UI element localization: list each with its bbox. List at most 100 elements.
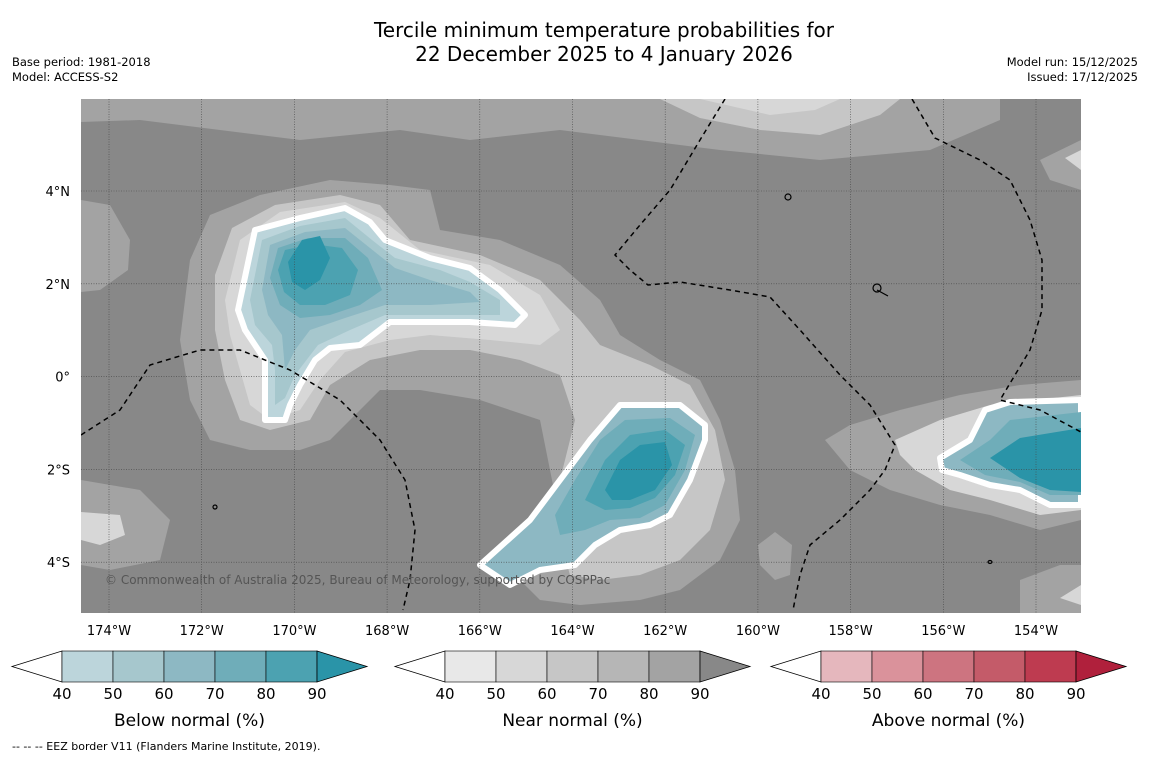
colorbar-segment: [444, 650, 497, 683]
lat-tick-label: 2°N: [46, 278, 71, 293]
island-5: [987, 559, 993, 565]
colorbar-tick-label: 50: [103, 685, 122, 703]
eez-border-north: [613, 99, 896, 611]
colorbar-segment: [546, 650, 599, 683]
near-normal-top-light: [700, 99, 840, 115]
lon-tick-label: 160°W: [736, 624, 780, 639]
lon-tick-label: 164°W: [550, 624, 594, 639]
colorbar-segment: [214, 650, 267, 683]
colorbar-3: 40 50 60 70 80 90 Above normal (%): [769, 650, 1128, 731]
colorbars: 40 50 60 70 80 90 Below normal (%) 40 50 60 70 80 90…: [10, 650, 1128, 731]
lon-tick-label: 166°W: [458, 624, 502, 639]
island-1: [784, 193, 792, 201]
lon-tick-label: 158°W: [829, 624, 873, 639]
colorbar-tick-label: 50: [486, 685, 505, 703]
below-normal-west-90: [288, 236, 330, 290]
eez-border-east: [911, 99, 1081, 433]
near-normal-left: [81, 200, 130, 292]
copyright-credit: © Commonwealth of Australia 2025, Bureau…: [105, 573, 610, 587]
colorbar-high-extension: [1075, 650, 1128, 683]
issued-date: Issued: 17/12/2025: [1027, 70, 1138, 84]
lon-tick-label: 174°W: [87, 624, 131, 639]
colorbar-segment: [973, 650, 1026, 683]
island-4: [212, 504, 218, 510]
colorbar-low-extension: [769, 650, 822, 683]
lon-tick-label: 156°W: [921, 624, 965, 639]
graticule: [81, 99, 1081, 613]
colorbar-tick-label: 60: [154, 685, 173, 703]
title-line-2: 22 December 2025 to 4 January 2026: [415, 42, 793, 66]
map-panel: © Commonwealth of Australia 2025, Bureau…: [81, 99, 1081, 613]
latitude-labels: 4°N 2°N 0° 2°S 4°S: [46, 185, 71, 571]
colorbar-1: 40 50 60 70 80 90 Below normal (%): [10, 650, 369, 731]
colorbar-tick-label: 90: [690, 685, 709, 703]
colorbar-segment: [495, 650, 548, 683]
near-normal-right-top-light: [1065, 150, 1081, 170]
base-period: Base period: 1981-2018: [12, 55, 151, 69]
near-normal-left-bottom: [81, 480, 170, 570]
longitude-labels: 174°W 172°W 170°W 168°W 166°W 164°W 162°W 160°W…: [87, 624, 1058, 639]
island-2: [872, 283, 882, 293]
colorbar-segment: [648, 650, 701, 683]
near-normal-se-corner-light: [1060, 585, 1081, 605]
lon-tick-label: 172°W: [180, 624, 224, 639]
colorbar-tick-label: 50: [862, 685, 881, 703]
colorbar-title: Near normal (%): [502, 711, 642, 731]
colorbar-tick-label: 80: [639, 685, 658, 703]
colorbar-segment: [61, 650, 114, 683]
colorbar-tick-label: 90: [307, 685, 326, 703]
colorbar-title: Below normal (%): [114, 711, 265, 731]
colorbar-tick-label: 40: [811, 685, 830, 703]
meta-left: Base period: 1981-2018 Model: ACCESS-S2: [12, 55, 151, 85]
near-normal-left-bottom-light: [81, 512, 125, 545]
lat-tick-label: 2°S: [47, 463, 70, 478]
colorbar-segment: [871, 650, 924, 683]
lon-tick-label: 162°W: [643, 624, 687, 639]
eez-footer-note: -- -- -- EEZ border V11 (Flanders Marine…: [12, 740, 321, 753]
colorbar-title: Above normal (%): [872, 711, 1025, 731]
islands: [212, 193, 993, 565]
title-line-1: Tercile minimum temperature probabilitie…: [373, 18, 835, 42]
near-normal-south-patch: [758, 532, 792, 580]
colorbar-tick-label: 80: [1015, 685, 1034, 703]
near-normal-right-top: [1040, 140, 1081, 190]
lat-tick-label: 0°: [55, 371, 70, 386]
lon-tick-label: 168°W: [365, 624, 409, 639]
lat-tick-label: 4°N: [46, 185, 71, 200]
colorbar-tick-label: 90: [1066, 685, 1085, 703]
eez-borders: [81, 99, 1081, 611]
colorbar-segment: [112, 650, 165, 683]
island-3: [876, 289, 889, 297]
colorbar-segment: [163, 650, 216, 683]
below-normal-east-90: [990, 428, 1081, 492]
colorbar-high-extension: [316, 650, 369, 683]
colorbar-segment: [265, 650, 318, 683]
colorbar-tick-label: 40: [52, 685, 71, 703]
colorbar-tick-label: 80: [256, 685, 275, 703]
colorbar-tick-label: 40: [435, 685, 454, 703]
eez-border-west: [81, 349, 416, 611]
colorbar-tick-label: 70: [964, 685, 983, 703]
colorbar-segment: [820, 650, 873, 683]
colorbar-2: 40 50 60 70 80 90 Near normal (%): [393, 650, 752, 731]
lon-tick-label: 154°W: [1014, 624, 1058, 639]
model-name: Model: ACCESS-S2: [12, 70, 119, 84]
colorbar-low-extension: [393, 650, 446, 683]
colorbar-low-extension: [10, 650, 63, 683]
colorbar-tick-label: 60: [537, 685, 556, 703]
colorbar-segment: [1024, 650, 1077, 683]
map-title: Tercile minimum temperature probabilitie…: [0, 18, 1150, 66]
colorbar-tick-label: 60: [913, 685, 932, 703]
model-run: Model run: 15/12/2025: [1006, 55, 1138, 69]
colorbar-tick-label: 70: [588, 685, 607, 703]
colorbar-segment: [597, 650, 650, 683]
near-normal-se-corner: [1020, 565, 1081, 613]
lat-tick-label: 4°S: [47, 556, 70, 571]
lon-tick-label: 170°W: [272, 624, 316, 639]
meta-right: Model run: 15/12/2025 Issued: 17/12/2025: [1007, 55, 1138, 85]
colorbar-tick-label: 70: [205, 685, 224, 703]
below-normal-central-90: [605, 442, 672, 500]
colorbar-high-extension: [699, 650, 752, 683]
colorbar-segment: [922, 650, 975, 683]
